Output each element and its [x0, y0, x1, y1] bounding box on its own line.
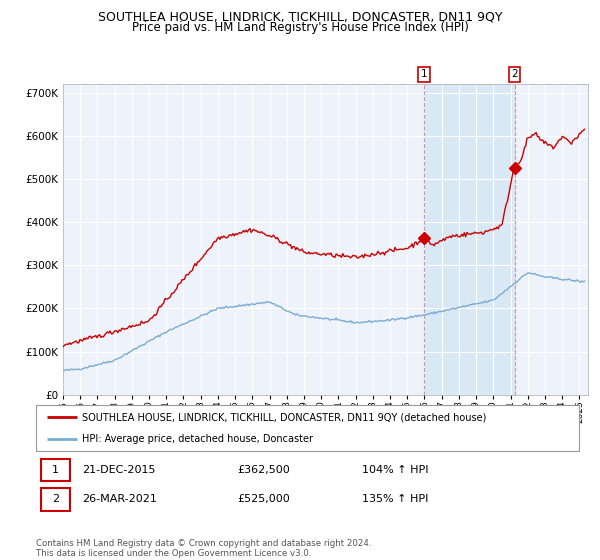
Text: SOUTHLEA HOUSE, LINDRICK, TICKHILL, DONCASTER, DN11 9QY: SOUTHLEA HOUSE, LINDRICK, TICKHILL, DONC…	[98, 10, 502, 23]
FancyBboxPatch shape	[41, 488, 70, 511]
Text: Price paid vs. HM Land Registry's House Price Index (HPI): Price paid vs. HM Land Registry's House …	[131, 21, 469, 34]
Text: 21-DEC-2015: 21-DEC-2015	[82, 465, 155, 475]
Text: 2: 2	[52, 494, 59, 505]
FancyBboxPatch shape	[41, 459, 70, 481]
Text: 1: 1	[52, 465, 59, 475]
Text: 1: 1	[421, 69, 427, 80]
Text: £362,500: £362,500	[237, 465, 290, 475]
Text: 2: 2	[511, 69, 518, 80]
Text: Contains HM Land Registry data © Crown copyright and database right 2024.
This d: Contains HM Land Registry data © Crown c…	[36, 539, 371, 558]
Bar	[424, 84, 514, 395]
Text: £525,000: £525,000	[237, 494, 290, 505]
Text: HPI: Average price, detached house, Doncaster: HPI: Average price, detached house, Donc…	[82, 435, 313, 444]
Text: 104% ↑ HPI: 104% ↑ HPI	[362, 465, 428, 475]
Text: 26-MAR-2021: 26-MAR-2021	[82, 494, 157, 505]
Text: SOUTHLEA HOUSE, LINDRICK, TICKHILL, DONCASTER, DN11 9QY (detached house): SOUTHLEA HOUSE, LINDRICK, TICKHILL, DONC…	[82, 412, 487, 422]
FancyBboxPatch shape	[36, 405, 579, 451]
Text: 135% ↑ HPI: 135% ↑ HPI	[362, 494, 428, 505]
